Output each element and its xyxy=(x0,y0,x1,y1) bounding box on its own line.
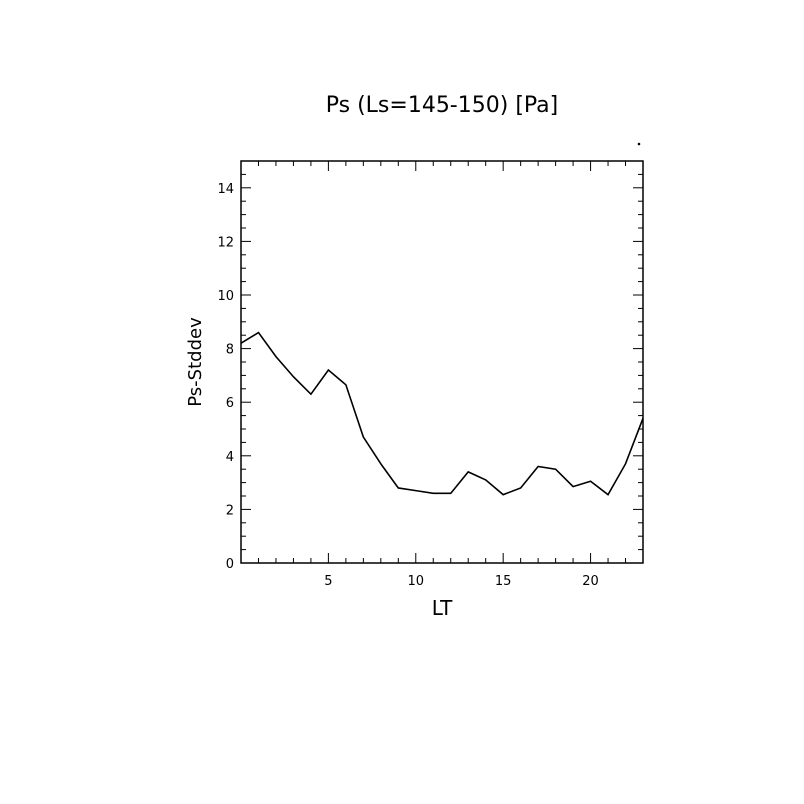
y-tick-label: 14 xyxy=(217,182,234,197)
ticks-layer xyxy=(240,160,644,564)
y-tick-label: 4 xyxy=(226,450,234,465)
x-axis-label: LT xyxy=(432,596,453,620)
plot-frame xyxy=(240,160,644,564)
x-tick-label: 5 xyxy=(324,574,332,589)
y-tick-label: 8 xyxy=(226,343,234,358)
x-tick-label: 10 xyxy=(408,574,425,589)
series-line-0 xyxy=(240,331,644,496)
y-tick-label: 6 xyxy=(226,396,234,411)
y-tick-label: 0 xyxy=(226,557,234,572)
series-layer xyxy=(240,331,644,496)
chart-title: Ps (Ls=145-150) [Pa] xyxy=(326,93,559,118)
y-tick-label: 10 xyxy=(217,289,234,304)
y-tick-label: 2 xyxy=(226,503,234,518)
corner-dot xyxy=(637,142,641,146)
tick-labels-layer: 5 10 15 20 0 2 4 6 8 10 12 14 xyxy=(217,182,598,589)
y-tick-label: 12 xyxy=(217,235,234,250)
y-axis-label: Ps-Stddev xyxy=(185,317,206,407)
x-tick-label: 20 xyxy=(582,574,599,589)
x-tick-label: 15 xyxy=(495,574,512,589)
